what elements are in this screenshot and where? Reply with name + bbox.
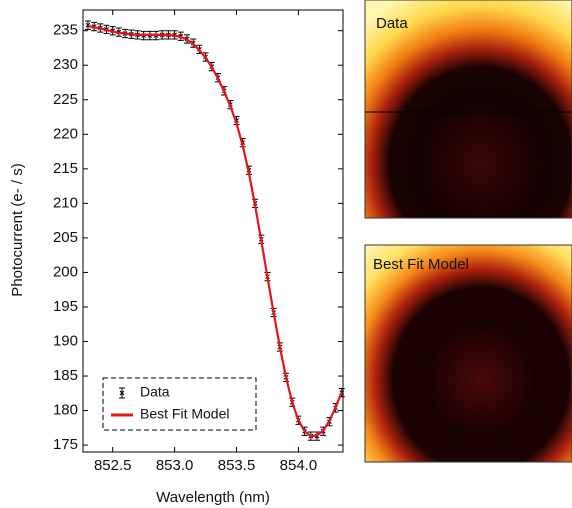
image-label: Data: [376, 15, 408, 32]
image-label: Best Fit Model: [373, 256, 469, 273]
y-tick-label: 205: [53, 229, 78, 246]
y-axis-label: Photocurrent (e- / s): [9, 163, 26, 296]
legend-label: Data: [140, 384, 170, 400]
y-tick-label: 230: [53, 56, 78, 73]
y-tick-label: 220: [53, 125, 78, 142]
y-tick-label: 185: [53, 367, 78, 384]
x-tick-label: 852.5: [94, 457, 132, 474]
x-tick-label: 853.0: [156, 457, 194, 474]
y-tick-label: 235: [53, 22, 78, 39]
data-point: [84, 20, 91, 30]
x-axis-label: Wavelength (nm): [156, 489, 270, 506]
model-image: [364, 244, 572, 463]
plot-frame: [82, 9, 344, 453]
marker: [84, 20, 91, 30]
legend-swatch: [119, 387, 125, 399]
image-panel: Data Best Fit Model: [364, 0, 572, 463]
y-tick-label: 175: [53, 436, 78, 453]
y-tick-label: 190: [53, 332, 78, 349]
y-tick-label: 195: [53, 298, 78, 315]
data-image: [364, 0, 572, 219]
legend-label: Best Fit Model: [140, 406, 229, 422]
chart: Photocurrent (e- / s) Wavelength (nm) 17…: [9, 9, 345, 506]
y-tick-label: 180: [53, 402, 78, 419]
x-tick-label: 853.5: [218, 457, 256, 474]
fit-line: [87, 24, 343, 438]
x-tick-label: 854.0: [280, 457, 318, 474]
y-tick-label: 210: [53, 194, 78, 211]
legend-box: [102, 377, 257, 431]
y-tick-label: 200: [53, 263, 78, 280]
y-tick-label: 225: [53, 91, 78, 108]
y-tick-label: 215: [53, 160, 78, 177]
